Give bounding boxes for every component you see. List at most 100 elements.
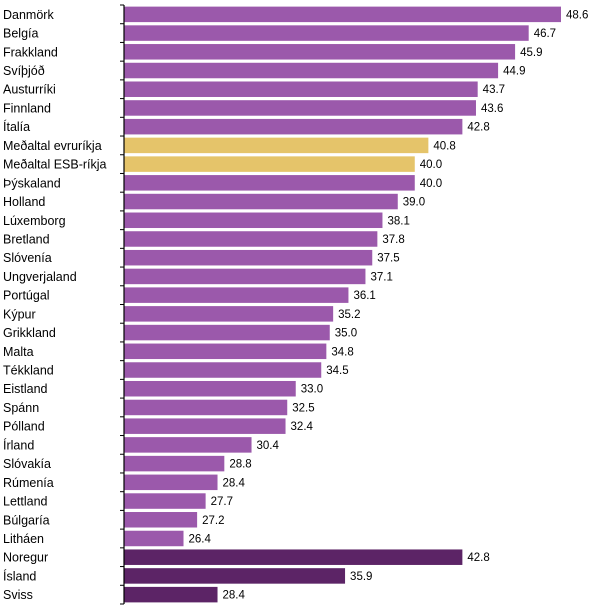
bar-lettland bbox=[124, 493, 206, 509]
bar-belgia bbox=[124, 25, 529, 41]
value-label-medaltal-esb-rikja: 40.0 bbox=[420, 159, 442, 171]
bar-polland bbox=[124, 418, 286, 434]
value-label-finnland: 43.6 bbox=[481, 103, 503, 115]
bar-danmork bbox=[124, 6, 561, 23]
category-label-holland: Holland bbox=[3, 195, 45, 209]
category-label-italia: Ítalía bbox=[3, 119, 30, 134]
category-label-slovakia: Slóvakía bbox=[3, 457, 51, 471]
category-label-irland: Írland bbox=[3, 437, 34, 452]
category-label-rumenia: Rúmenía bbox=[3, 476, 54, 490]
value-label-portugal: 36.1 bbox=[353, 290, 375, 302]
category-label-belgia: Belgía bbox=[3, 27, 38, 41]
value-label-luxemborg: 38.1 bbox=[387, 215, 409, 227]
value-labels: 48.6 46.7 45.9 44.9 43.7 43.6 42.8 40.8 40.0 40.0… bbox=[189, 9, 589, 601]
y-axis bbox=[120, 4, 125, 605]
bar-tekkland bbox=[124, 362, 322, 378]
value-label-sviss: 28.4 bbox=[223, 590, 246, 602]
category-label-svithjod: Svíþjóð bbox=[3, 64, 45, 78]
value-label-grikkland: 35.0 bbox=[335, 328, 357, 340]
bar-slovenia bbox=[124, 249, 373, 266]
bars bbox=[124, 6, 561, 603]
value-label-austurriki: 43.7 bbox=[483, 84, 505, 96]
category-label-ungverjaland: Ungverjaland bbox=[3, 270, 77, 284]
value-label-irland: 30.4 bbox=[257, 440, 280, 452]
category-label-noregur: Noregur bbox=[3, 551, 48, 565]
category-label-sviss: Sviss bbox=[3, 588, 33, 602]
value-label-danmork: 48.6 bbox=[566, 9, 588, 21]
bar-island bbox=[124, 568, 346, 584]
value-label-belgia: 46.7 bbox=[534, 28, 556, 40]
category-label-medaltal-esb-rikja: Meðaltal ESB-ríkja bbox=[3, 158, 107, 172]
bar-slovakia bbox=[124, 455, 225, 472]
value-label-rumenia: 28.4 bbox=[223, 477, 246, 489]
bar-malta bbox=[124, 343, 327, 360]
category-label-austurriki: Austurríki bbox=[3, 83, 56, 97]
value-label-spann: 32.5 bbox=[292, 402, 314, 414]
bar-svithjod bbox=[124, 62, 499, 79]
bar-irland bbox=[124, 437, 252, 453]
value-label-noregur: 42.8 bbox=[467, 552, 489, 564]
value-label-holland: 39.0 bbox=[403, 197, 425, 209]
category-label-lithaen: Litháen bbox=[3, 532, 44, 546]
bar-eistland bbox=[124, 380, 296, 397]
category-label-tekkland: Tékkland bbox=[3, 364, 54, 378]
bar-italia bbox=[124, 118, 463, 135]
bar-kypur bbox=[124, 306, 334, 322]
bar-rumenia bbox=[124, 474, 218, 491]
bar-holland bbox=[124, 193, 398, 210]
bar-ungverjaland bbox=[124, 268, 366, 285]
category-label-spann: Spánn bbox=[3, 401, 39, 415]
value-label-lithaen: 26.4 bbox=[189, 533, 212, 545]
category-label-eistland: Eistland bbox=[3, 382, 48, 396]
category-label-luxemborg: Lúxemborg bbox=[3, 214, 66, 228]
bar-portugal bbox=[124, 287, 349, 303]
bar-medaltal-esb-rikja bbox=[124, 156, 415, 172]
category-label-finnland: Finnland bbox=[3, 101, 51, 115]
value-label-kypur: 35.2 bbox=[338, 309, 360, 321]
bar-noregur bbox=[124, 549, 463, 565]
bar-luxemborg bbox=[124, 212, 383, 229]
category-label-thyskaland: Þýskaland bbox=[3, 176, 61, 190]
value-label-malta: 34.8 bbox=[331, 346, 353, 358]
bar-austurriki bbox=[124, 81, 478, 97]
value-label-slovakia: 28.8 bbox=[229, 459, 251, 471]
value-label-svithjod: 44.9 bbox=[503, 66, 525, 78]
category-label-frakkland: Frakkland bbox=[3, 45, 58, 59]
value-label-polland: 32.4 bbox=[291, 421, 314, 433]
bar-sviss bbox=[124, 586, 218, 603]
value-label-ungverjaland: 37.1 bbox=[370, 271, 392, 283]
bar-bulgaria bbox=[124, 512, 198, 528]
category-label-bretland: Bretland bbox=[3, 232, 50, 246]
category-label-polland: Pólland bbox=[3, 420, 45, 434]
value-label-bulgaria: 27.2 bbox=[202, 515, 224, 527]
category-label-kypur: Kýpur bbox=[3, 307, 36, 321]
value-label-tekkland: 34.5 bbox=[326, 365, 348, 377]
category-label-island: Ísland bbox=[3, 568, 36, 583]
category-label-lettland: Lettland bbox=[3, 495, 48, 509]
category-label-medaltal-evrurikja: Meðaltal evruríkja bbox=[3, 139, 102, 153]
bar-lithaen bbox=[124, 530, 184, 547]
category-labels: Danmörk Belgía Frakkland Svíþjóð Austurríki F… bbox=[3, 8, 107, 602]
value-label-thyskaland: 40.0 bbox=[420, 178, 442, 190]
category-label-danmork: Danmörk bbox=[3, 8, 54, 22]
value-label-lettland: 27.7 bbox=[211, 496, 233, 508]
bar-medaltal-evrurikja bbox=[124, 137, 429, 154]
bar-bretland bbox=[124, 231, 378, 247]
bar-thyskaland bbox=[124, 175, 415, 191]
value-label-eistland: 33.0 bbox=[301, 384, 323, 396]
value-label-bretland: 37.8 bbox=[382, 234, 404, 246]
category-label-malta: Malta bbox=[3, 345, 34, 359]
value-label-italia: 42.8 bbox=[467, 122, 489, 134]
category-label-bulgaria: Búlgaría bbox=[3, 513, 50, 527]
bar-frakkland bbox=[124, 44, 516, 60]
bar-spann bbox=[124, 399, 288, 416]
bar-grikkland bbox=[124, 324, 330, 341]
category-label-portugal: Portúgal bbox=[3, 289, 50, 303]
category-label-slovenia: Slóvenía bbox=[3, 251, 52, 265]
value-label-medaltal-evrurikja: 40.8 bbox=[433, 140, 455, 152]
category-label-grikkland: Grikkland bbox=[3, 326, 56, 340]
value-label-frakkland: 45.9 bbox=[520, 47, 542, 59]
bar-finnland bbox=[124, 100, 476, 116]
value-label-slovenia: 37.5 bbox=[377, 253, 399, 265]
